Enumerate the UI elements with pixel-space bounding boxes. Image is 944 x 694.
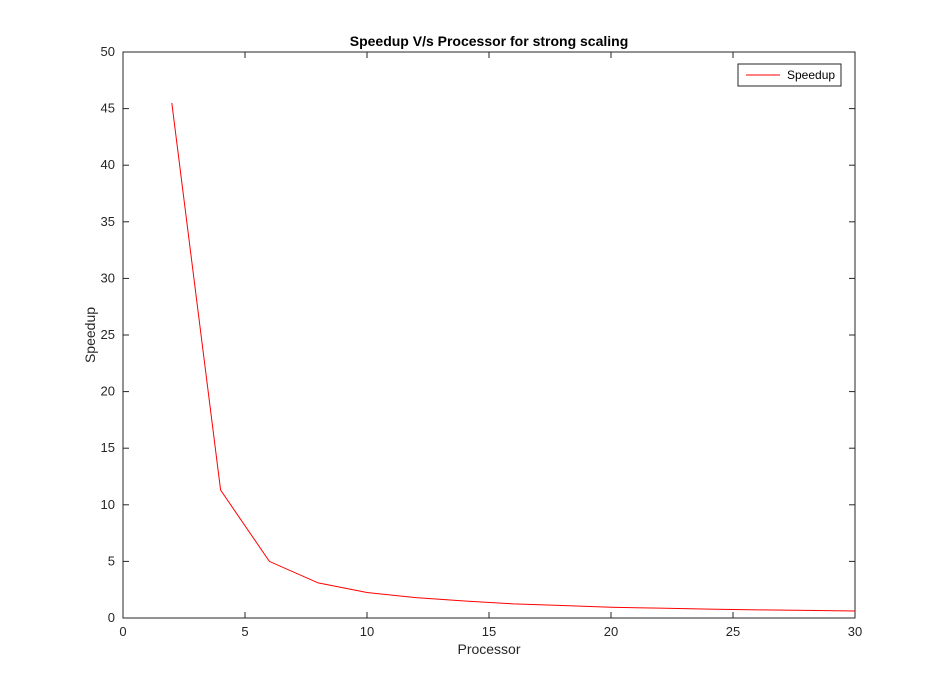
y-tick-label: 30 (101, 270, 115, 285)
y-tick-label: 50 (101, 44, 115, 59)
plot-area (122, 51, 856, 619)
x-tick-label: 5 (241, 624, 248, 639)
x-tick-label: 15 (482, 624, 496, 639)
y-tick-label: 10 (101, 497, 115, 512)
y-tick-label: 20 (101, 384, 115, 399)
y-tick-label: 35 (101, 214, 115, 229)
y-axis-label: Speedup (82, 307, 98, 363)
legend-label-speedup: Speedup (787, 68, 835, 82)
series-line-speedup (171, 102, 856, 612)
y-tick-label: 0 (108, 610, 115, 625)
chart-title: Speedup V/s Processor for strong scaling (350, 33, 629, 49)
legend: Speedup (737, 63, 842, 87)
axis-ticks (122, 51, 856, 619)
y-tick-label: 5 (108, 553, 115, 568)
y-tick-label: 15 (101, 440, 115, 455)
x-tick-label: 20 (604, 624, 618, 639)
x-tick-label: 25 (726, 624, 740, 639)
x-tick-label: 30 (848, 624, 862, 639)
y-tick-label: 40 (101, 157, 115, 172)
x-tick-label: 0 (119, 624, 126, 639)
x-axis-label: Processor (457, 641, 520, 657)
y-tick-label: 25 (101, 327, 115, 342)
y-tick-label: 45 (101, 101, 115, 116)
legend-box (737, 63, 842, 87)
x-tick-label: 10 (360, 624, 374, 639)
axis-tick-labels: 0 5 10 15 20 25 30 0 5 10 15 20 25 30 35 40 45 50 (101, 44, 863, 639)
